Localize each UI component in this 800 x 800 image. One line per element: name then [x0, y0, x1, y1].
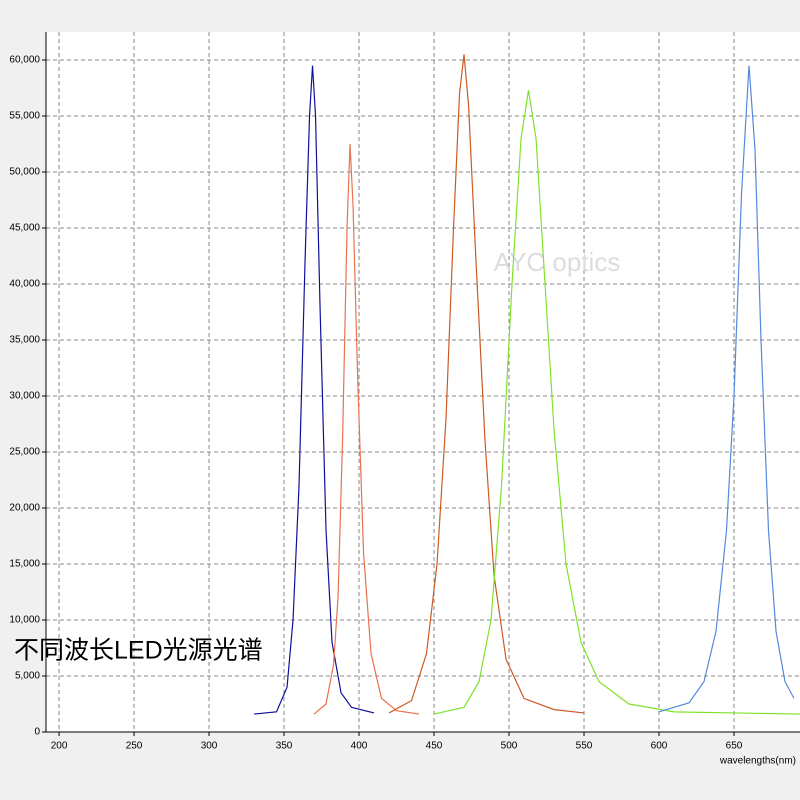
x-tick-label: 650 [726, 741, 743, 752]
y-tick-label: 25,000 [9, 447, 40, 458]
spectrum-line [313, 143, 420, 715]
y-tick-label: 15,000 [9, 559, 40, 570]
y-tick-label: 55,000 [9, 111, 40, 122]
chart-title: 不同波长LED光源光谱 [14, 637, 263, 665]
x-tick-label: 200 [51, 741, 68, 752]
x-tick-label: 600 [651, 741, 668, 752]
y-tick-label: 0 [34, 727, 40, 738]
spectrum-line [658, 65, 795, 713]
y-tick-label: 40,000 [9, 279, 40, 290]
watermark: AYC optics [494, 247, 621, 277]
x-tick-label: 400 [351, 741, 368, 752]
y-tick-label: 5,000 [15, 671, 40, 682]
x-tick-label: 450 [426, 741, 443, 752]
x-tick-label: 300 [201, 741, 218, 752]
spectrum-line [253, 65, 375, 715]
y-tick-label: 35,000 [9, 335, 40, 346]
y-tick-label: 30,000 [9, 391, 40, 402]
y-tick-label: 50,000 [9, 167, 40, 178]
spectrum-line [433, 90, 800, 715]
y-tick-label: 45,000 [9, 223, 40, 234]
x-tick-label: 250 [126, 741, 143, 752]
spectrum-line [388, 54, 585, 714]
x-tick-label: 500 [501, 741, 518, 752]
plot-area [46, 32, 800, 732]
x-tick-label: 550 [576, 741, 593, 752]
y-tick-label: 60,000 [9, 55, 40, 66]
y-tick-label: 20,000 [9, 503, 40, 514]
x-axis-label: wavelengths(nm) [719, 756, 796, 767]
y-tick-label: 10,000 [9, 615, 40, 626]
x-tick-label: 350 [276, 741, 293, 752]
